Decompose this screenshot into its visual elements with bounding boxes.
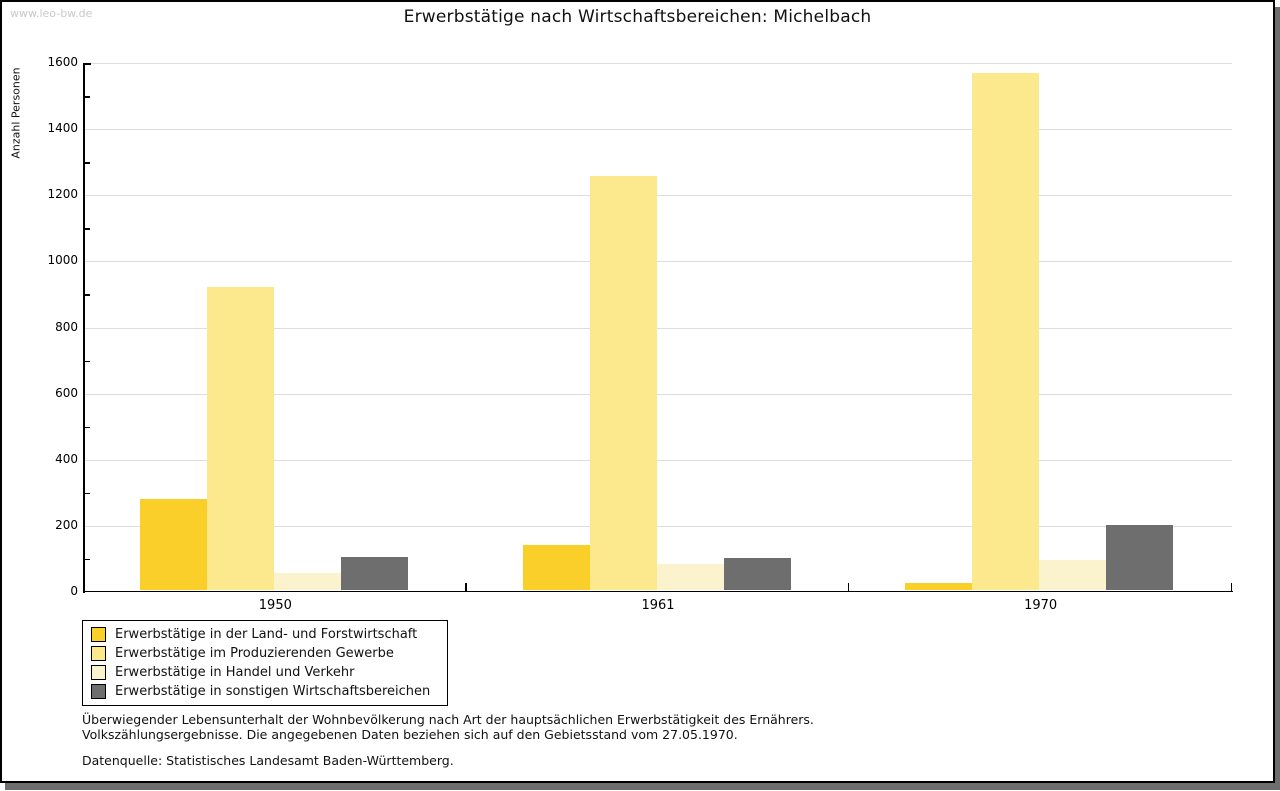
gridline-600 — [85, 393, 1232, 395]
y-tick-label: 1400 — [47, 121, 78, 136]
gridline-1000 — [85, 261, 1232, 263]
y-tick-label: 1000 — [47, 253, 78, 268]
x-boundary-tick — [465, 582, 467, 591]
y-minor-tick — [85, 96, 90, 98]
gridline-1600 — [85, 63, 1232, 64]
bar-1970-series-4 — [1106, 525, 1174, 591]
gridline-800 — [85, 327, 1232, 329]
y-tick-label: 0 — [70, 584, 78, 598]
y-minor-tick — [85, 162, 90, 164]
bar-1970-series-2 — [972, 73, 1040, 591]
data-source: Datenquelle: Statistisches Landesamt Bad… — [82, 753, 454, 768]
legend-swatch-icon — [91, 665, 106, 680]
watermark: www.leo-bw.de — [10, 7, 93, 20]
footnote-text: Überwiegender Lebensunterhalt der Wohnbe… — [82, 712, 814, 742]
legend-item-3: Erwerbstätige in Handel und Verkehr — [91, 663, 439, 682]
y-minor-tick — [85, 558, 90, 561]
legend-item-4: Erwerbstätige in sonstigen Wirtschaftsbe… — [91, 682, 439, 701]
footnote-line-2: Volkszählungsergebnisse. Die angegebenen… — [82, 727, 738, 742]
bar-1970-series-3 — [1039, 560, 1107, 591]
bar-1950-series-2 — [207, 286, 274, 591]
legend-swatch-icon — [91, 684, 106, 699]
bar-1950-series-4 — [341, 556, 408, 591]
y-tick-label: 1200 — [47, 187, 78, 202]
x-boundary-tick — [847, 582, 850, 591]
bar-1961-series-2 — [589, 175, 657, 591]
y-tick-label: 200 — [55, 517, 78, 532]
x-tick-label-1970: 1970 — [1024, 598, 1058, 613]
bar-1961-series-1 — [522, 545, 590, 591]
y-tick-label: 1600 — [47, 55, 78, 69]
legend-swatch-icon — [91, 627, 106, 642]
bar-1961-series-4 — [723, 557, 791, 591]
x-tick-label-1950: 1950 — [258, 598, 292, 613]
bar-1950-series-3 — [274, 572, 341, 591]
y-minor-tick — [85, 294, 90, 296]
gridline-1400 — [85, 129, 1232, 131]
y-tick-label: 600 — [55, 385, 78, 400]
legend-label: Erwerbstätige in Handel und Verkehr — [115, 665, 355, 680]
bar-1950-series-1 — [140, 498, 207, 591]
chart-title: Erwerbstätige nach Wirtschaftsbereichen:… — [403, 7, 872, 27]
x-axis-line — [83, 590, 1233, 592]
legend-item-1: Erwerbstätige in der Land- und Forstwirt… — [91, 625, 439, 644]
legend-label: Erwerbstätige in sonstigen Wirtschaftsbe… — [115, 684, 431, 699]
x-tick-label-1961: 1961 — [641, 598, 675, 613]
bar-1970-series-1 — [905, 582, 973, 591]
y-tick-label: 400 — [55, 451, 78, 466]
y-minor-tick — [85, 426, 90, 429]
legend-swatch-icon — [91, 646, 106, 661]
y-axis-line — [83, 63, 85, 593]
gridline-400 — [85, 459, 1232, 461]
y-minor-tick — [85, 492, 90, 495]
legend-label: Erwerbstätige im Produzierenden Gewerbe — [115, 646, 394, 661]
y-axis-top-cap — [85, 63, 91, 65]
legend: Erwerbstätige in der Land- und Forstwirt… — [82, 620, 448, 706]
y-minor-tick — [85, 228, 90, 230]
y-minor-tick — [85, 360, 90, 363]
gridline-1200 — [85, 195, 1232, 197]
footnote-line-1: Überwiegender Lebensunterhalt der Wohnbe… — [82, 712, 814, 727]
x-boundary-tick — [1230, 582, 1232, 591]
legend-label: Erwerbstätige in der Land- und Forstwirt… — [115, 627, 418, 642]
y-tick-label: 800 — [55, 319, 78, 334]
bar-1961-series-3 — [656, 563, 724, 591]
plot-area: 0 200 400 600 800 1000 1200 1400 1600 1950 1961 197… — [2, 2, 1273, 781]
legend-item-2: Erwerbstätige im Produzierenden Gewerbe — [91, 644, 439, 663]
gridline-200 — [85, 525, 1232, 527]
